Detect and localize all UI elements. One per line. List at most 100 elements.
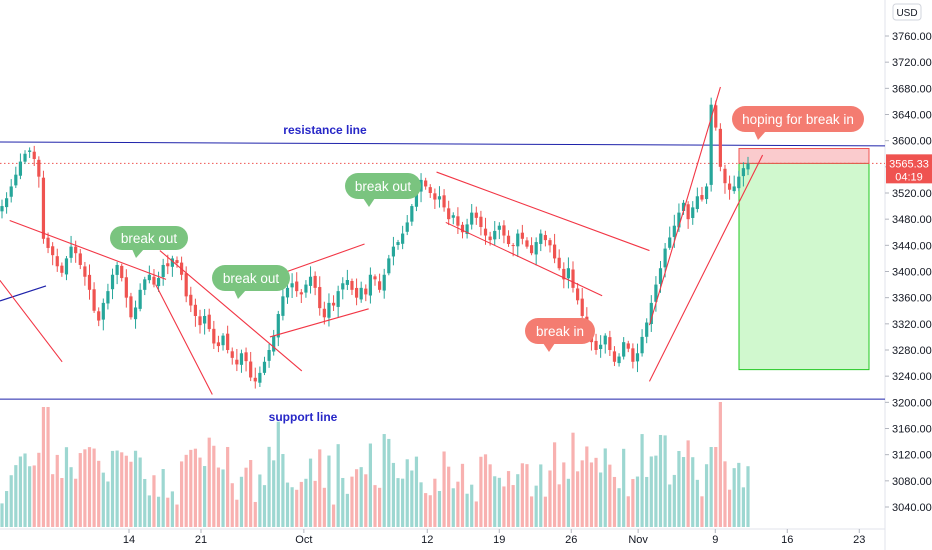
volume-bar xyxy=(32,465,36,527)
stop-zone[interactable] xyxy=(738,148,870,164)
candle-body xyxy=(83,266,87,277)
candle-body xyxy=(101,302,105,320)
candle-body xyxy=(147,274,151,281)
channel-2-lower[interactable] xyxy=(155,284,213,395)
candle-body xyxy=(32,151,36,159)
volume-bar xyxy=(608,464,612,527)
annotation-text: break out xyxy=(355,179,412,194)
candle-body xyxy=(506,235,511,245)
candle-body xyxy=(723,168,727,184)
volume-bar xyxy=(308,458,313,527)
volume-bar xyxy=(345,493,349,527)
volume-bar xyxy=(663,435,667,527)
volume-bar xyxy=(700,496,704,527)
candle-body xyxy=(718,128,722,167)
candle-body xyxy=(414,191,419,207)
annotations[interactable]: break out break out break out break in hopin… xyxy=(110,106,864,352)
volume-bar xyxy=(115,450,119,527)
volume-bar xyxy=(51,474,55,527)
volume-bar xyxy=(152,475,156,527)
annotation-text: hoping for break in xyxy=(742,112,854,127)
volume-bar xyxy=(497,477,501,527)
candle-body xyxy=(221,335,225,346)
volume-bar xyxy=(437,490,442,527)
volume-bar xyxy=(37,452,41,527)
time-axis[interactable]: ep1421Oct121926Nov91623 xyxy=(0,529,865,546)
candle-body xyxy=(741,168,745,177)
volume-bar xyxy=(470,484,474,527)
volume-bar xyxy=(9,475,13,527)
volume-bar xyxy=(138,457,142,527)
volume-bar xyxy=(668,484,672,527)
price-tick-label: 3200.00 xyxy=(892,397,932,409)
volume-bar xyxy=(410,470,414,527)
horizontal-lines[interactable]: support line resistance line xyxy=(0,123,886,424)
volume-bar xyxy=(391,462,396,527)
candle-body xyxy=(152,276,156,285)
annotation-bubble-body xyxy=(345,173,421,199)
annotation-bubble[interactable]: break out xyxy=(110,226,188,258)
annotation-bubble[interactable]: break out xyxy=(345,173,421,207)
volume-bar xyxy=(511,485,515,527)
trendlines[interactable] xyxy=(0,86,764,395)
channel-1-upper[interactable] xyxy=(9,219,167,280)
volume-bar xyxy=(576,471,580,527)
volume-bar xyxy=(723,461,727,527)
volume-bar xyxy=(442,451,446,527)
volume-bar xyxy=(18,456,23,527)
candle-body xyxy=(28,150,32,152)
time-tick-label: 19 xyxy=(493,534,505,546)
currency-badge[interactable]: USD xyxy=(892,3,922,21)
candle-body xyxy=(714,105,718,128)
resistance-line[interactable] xyxy=(0,141,886,147)
channel-3-lower[interactable] xyxy=(269,308,369,338)
candle-body xyxy=(373,276,377,280)
volume-bar xyxy=(396,478,400,527)
candle-body xyxy=(55,256,59,267)
channel-1-lower[interactable] xyxy=(0,242,63,363)
volume-bar xyxy=(552,442,557,527)
channel-2-upper[interactable] xyxy=(159,250,303,372)
channel-4-lower[interactable] xyxy=(445,221,603,297)
candle-body xyxy=(433,193,437,200)
volume-bar xyxy=(539,464,543,527)
candle-body xyxy=(249,361,253,378)
annotation-bubble[interactable]: break out xyxy=(212,265,290,299)
volume-bar xyxy=(143,478,147,527)
trade-position-box[interactable] xyxy=(738,148,870,371)
left-trend-segment[interactable] xyxy=(0,285,47,302)
channel-5-upper[interactable] xyxy=(648,86,721,326)
annotation-bubble[interactable]: break in xyxy=(525,318,595,352)
volume-bar xyxy=(341,477,345,527)
candle-body xyxy=(64,258,69,275)
channel-5-lower[interactable] xyxy=(648,154,764,382)
candle-body xyxy=(212,328,216,344)
volume-bar xyxy=(364,474,368,527)
volume-bar xyxy=(520,463,524,527)
candle-body xyxy=(645,322,649,337)
volume-bar xyxy=(718,402,722,527)
candle-body xyxy=(331,302,336,306)
volume-bar xyxy=(599,472,603,527)
channel-4-upper[interactable] xyxy=(436,171,650,252)
volume-bar xyxy=(658,434,663,527)
volume-bar xyxy=(235,499,239,527)
candle-body xyxy=(37,159,41,177)
volume-bar xyxy=(603,448,607,527)
annotation-bubble-body xyxy=(110,226,188,250)
target-zone[interactable] xyxy=(738,162,870,371)
annotation-bubble-tail xyxy=(234,290,246,299)
volume-bar xyxy=(110,450,115,527)
candle-body xyxy=(543,235,547,241)
candle-body xyxy=(364,288,368,295)
volume-bar xyxy=(207,437,211,527)
annotation-bubble[interactable]: hoping for break in xyxy=(732,106,864,140)
candle-body xyxy=(74,246,78,254)
volume-bar xyxy=(133,450,138,527)
price-axis[interactable]: 3760.003720.003680.003640.003600.003560.… xyxy=(885,31,932,514)
volume-bar xyxy=(424,493,428,527)
time-tick-label: 12 xyxy=(421,534,433,546)
candle-body xyxy=(732,186,736,192)
